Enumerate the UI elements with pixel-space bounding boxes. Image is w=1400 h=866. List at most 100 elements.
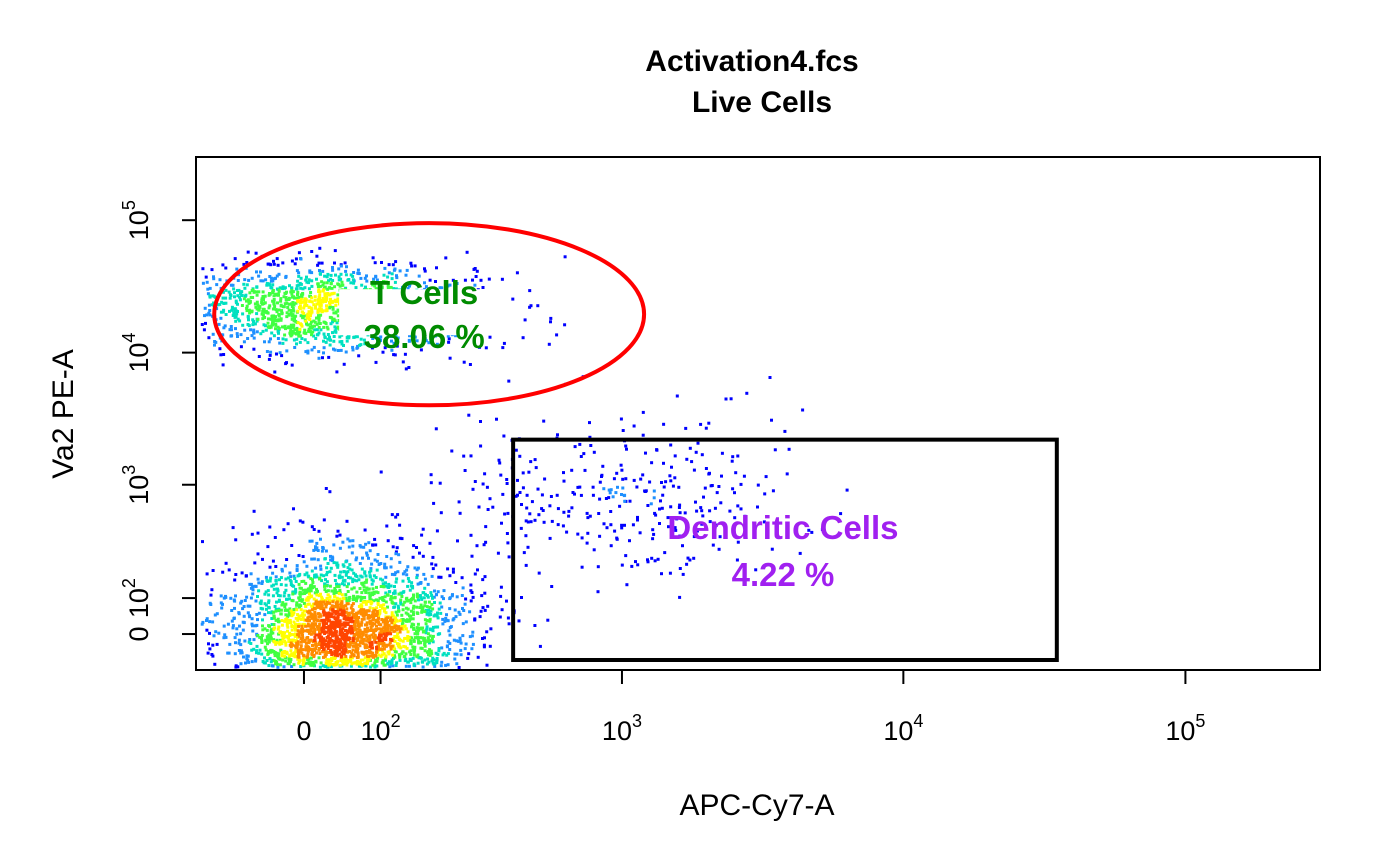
data-point: [341, 623, 345, 626]
data-point: [235, 632, 239, 636]
data-point: [291, 639, 295, 643]
data-point: [341, 540, 345, 544]
data-point: [247, 640, 251, 644]
data-point: [312, 557, 316, 561]
data-point: [427, 608, 431, 612]
data-point: [327, 644, 330, 648]
data-point: [389, 618, 393, 622]
data-point: [347, 618, 350, 622]
data-point: [291, 301, 295, 304]
data-point: [333, 589, 337, 593]
data-point: [293, 317, 296, 321]
data-point: [329, 554, 332, 558]
data-point: [306, 624, 310, 628]
data-point: [400, 591, 403, 595]
data-point: [298, 572, 302, 576]
data-point: [401, 650, 405, 654]
data-point: [407, 366, 411, 369]
data-point: [347, 599, 351, 602]
data-point: [281, 305, 285, 309]
data-point: [565, 530, 569, 534]
data-point: [308, 611, 312, 615]
data-point: [342, 621, 346, 625]
data-point: [364, 651, 368, 655]
data-point: [286, 608, 290, 612]
data-point: [296, 657, 300, 661]
data-point: [735, 558, 739, 562]
data-point: [420, 597, 424, 601]
data-point: [320, 280, 324, 284]
data-point: [408, 334, 411, 338]
data-point: [704, 426, 708, 430]
data-point: [264, 328, 268, 332]
data-point: [406, 630, 410, 634]
data-point: [272, 314, 276, 318]
data-point: [456, 539, 459, 543]
data-point: [394, 550, 398, 554]
data-point: [358, 562, 362, 565]
data-point: [337, 642, 341, 646]
data-point: [435, 266, 438, 270]
data-point: [230, 609, 234, 612]
data-point: [291, 654, 295, 658]
data-point: [371, 663, 375, 667]
data-point: [266, 311, 270, 315]
data-point: [277, 327, 281, 330]
data-point: [404, 664, 408, 668]
data-point: [207, 303, 211, 307]
data-point: [326, 593, 330, 597]
data-point: [518, 491, 522, 494]
data-point: [416, 595, 419, 599]
data-point: [305, 280, 309, 284]
data-point: [368, 637, 372, 641]
data-point: [450, 449, 454, 453]
data-point: [429, 473, 433, 477]
data-point: [240, 571, 244, 575]
data-point: [251, 288, 255, 292]
data-point: [431, 567, 435, 571]
data-point: [294, 296, 298, 300]
data-point: [266, 545, 270, 549]
data-point: [269, 636, 273, 640]
data-point: [332, 633, 336, 637]
data-point: [369, 644, 372, 648]
data-point: [694, 500, 697, 504]
data-point: [280, 603, 284, 607]
data-point: [234, 573, 238, 576]
data-point: [360, 620, 364, 624]
data-point: [294, 332, 298, 336]
data-point: [309, 589, 313, 593]
data-point: [231, 283, 235, 287]
data-point: [266, 650, 270, 653]
data-point: [272, 610, 276, 614]
data-point: [349, 659, 353, 663]
data-point: [208, 647, 212, 651]
data-point: [762, 520, 766, 524]
data-point: [364, 633, 368, 637]
data-point: [433, 334, 437, 338]
data-point: [370, 646, 374, 650]
data-point: [425, 662, 429, 666]
data-point: [222, 353, 226, 356]
data-point: [322, 647, 326, 651]
data-point: [336, 300, 340, 303]
data-point: [570, 506, 574, 510]
data-point: [521, 336, 525, 340]
data-point: [299, 618, 303, 621]
data-point: [715, 523, 718, 527]
data-point: [240, 293, 244, 297]
data-point: [315, 316, 318, 320]
data-point: [347, 278, 351, 281]
data-point: [411, 606, 415, 610]
data-point: [239, 345, 243, 349]
data-point: [277, 620, 281, 624]
data-point: [378, 633, 381, 637]
data-point: [438, 481, 442, 485]
data-point: [411, 656, 415, 660]
data-point: [332, 311, 336, 315]
data-point: [694, 450, 698, 454]
data-point: [498, 461, 502, 465]
data-point: [206, 292, 210, 296]
data-point: [383, 663, 387, 667]
data-point: [359, 662, 363, 666]
